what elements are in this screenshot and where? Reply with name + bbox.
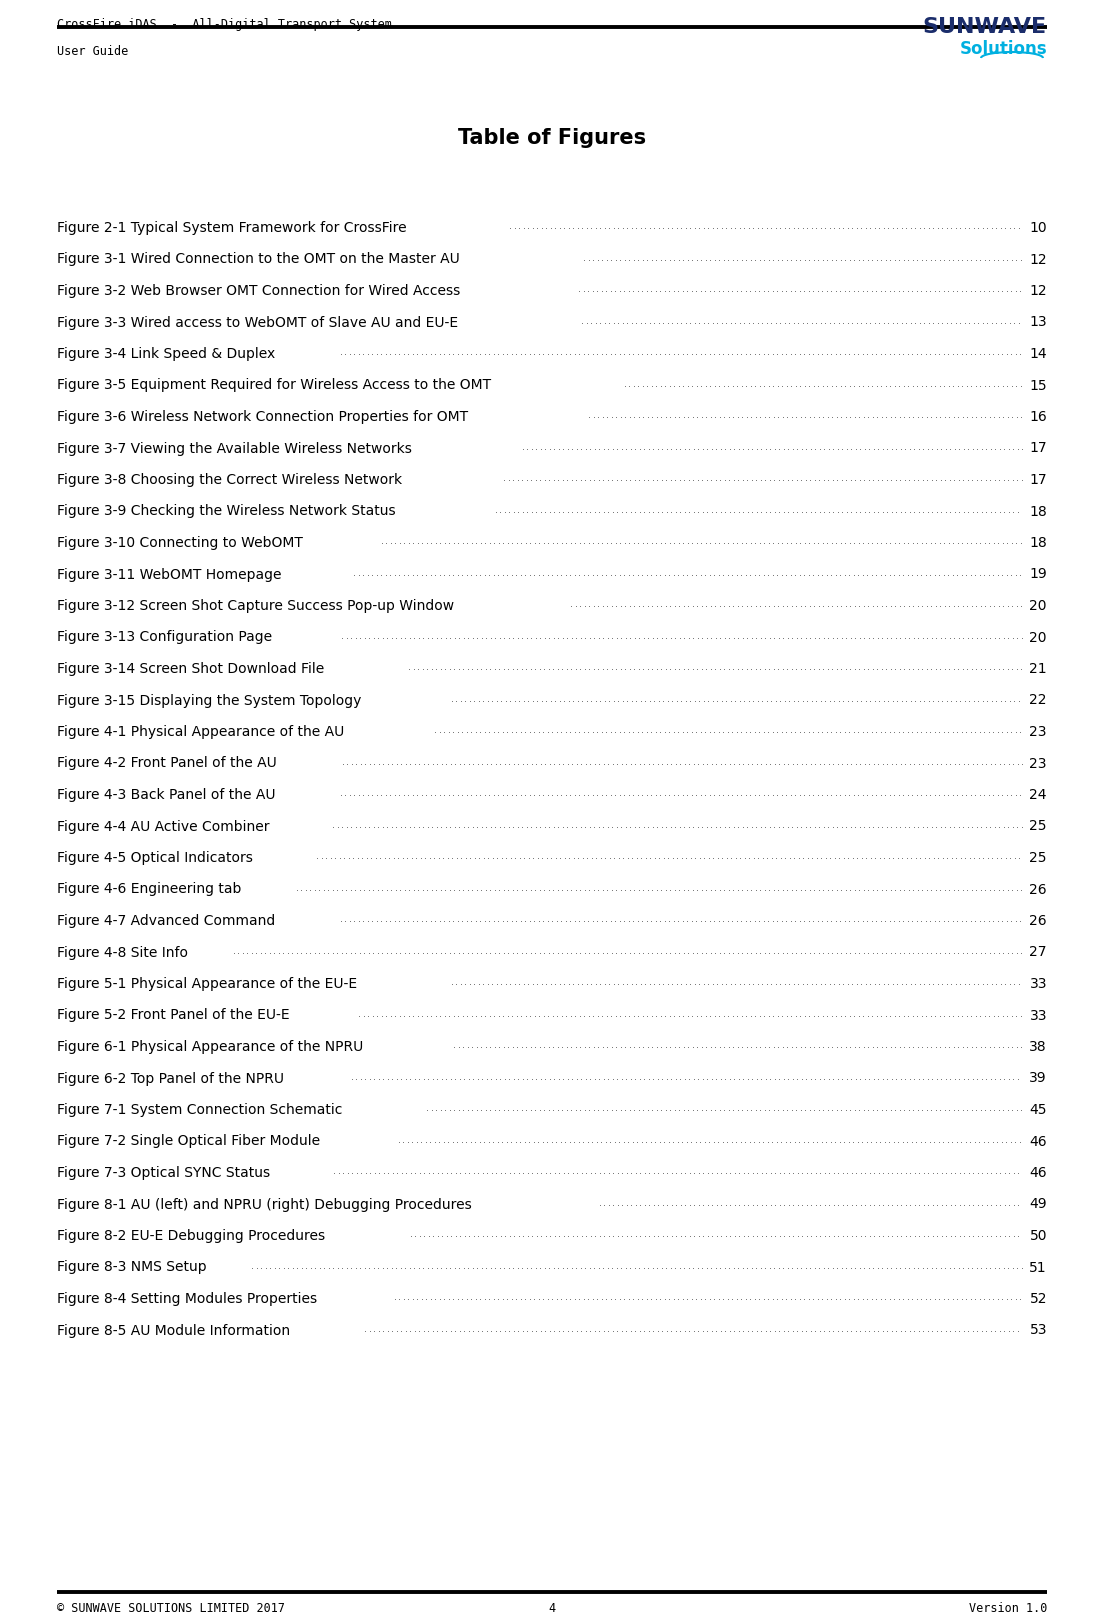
- Text: Figure 3-4 Link Speed & Duplex: Figure 3-4 Link Speed & Duplex: [57, 347, 275, 360]
- Text: 23: 23: [1030, 756, 1047, 771]
- Text: © SUNWAVE SOLUTIONS LIMITED 2017: © SUNWAVE SOLUTIONS LIMITED 2017: [57, 1602, 285, 1615]
- Text: 50: 50: [1030, 1229, 1047, 1243]
- Text: 27: 27: [1030, 946, 1047, 959]
- Text: 20: 20: [1030, 599, 1047, 613]
- Text: 26: 26: [1029, 914, 1047, 928]
- Text: 46: 46: [1029, 1165, 1047, 1180]
- Text: Figure 4-5 Optical Indicators: Figure 4-5 Optical Indicators: [57, 850, 257, 865]
- Text: Figure 5-2 Front Panel of the EU-E: Figure 5-2 Front Panel of the EU-E: [57, 1008, 289, 1022]
- Text: Figure 4-3 Back Panel of the AU: Figure 4-3 Back Panel of the AU: [57, 789, 276, 802]
- Text: 33: 33: [1030, 977, 1047, 992]
- Text: CrossFire iDAS  -  All-Digital Transport System: CrossFire iDAS - All-Digital Transport S…: [57, 18, 392, 31]
- Text: Figure 8-1 AU (left) and NPRU (right) Debugging Procedures: Figure 8-1 AU (left) and NPRU (right) De…: [57, 1198, 476, 1211]
- Text: 16: 16: [1029, 411, 1047, 424]
- Text: Figure 3-15 Displaying the System Topology: Figure 3-15 Displaying the System Topolo…: [57, 693, 361, 708]
- Text: 10: 10: [1029, 221, 1047, 235]
- Text: Table of Figures: Table of Figures: [458, 128, 646, 148]
- Text: Figure 7-3 Optical SYNC Status: Figure 7-3 Optical SYNC Status: [57, 1165, 270, 1180]
- Text: 53: 53: [1030, 1323, 1047, 1337]
- Text: Figure 3-14 Screen Shot Download File: Figure 3-14 Screen Shot Download File: [57, 662, 329, 677]
- Text: 25: 25: [1030, 850, 1047, 865]
- Text: 12: 12: [1029, 253, 1047, 266]
- Text: Figure 3-2 Web Browser OMT Connection for Wired Access: Figure 3-2 Web Browser OMT Connection fo…: [57, 284, 460, 299]
- Text: Figure 3-11 WebOMT Homepage: Figure 3-11 WebOMT Homepage: [57, 568, 286, 581]
- Text: 46: 46: [1029, 1134, 1047, 1149]
- Text: Figure 4-6 Engineering tab: Figure 4-6 Engineering tab: [57, 883, 242, 896]
- Text: 13: 13: [1029, 315, 1047, 329]
- Text: Figure 6-2 Top Panel of the NPRU: Figure 6-2 Top Panel of the NPRU: [57, 1071, 284, 1086]
- Text: Figure 4-8 Site Info: Figure 4-8 Site Info: [57, 946, 192, 959]
- Text: Figure 5-1 Physical Appearance of the EU-E: Figure 5-1 Physical Appearance of the EU…: [57, 977, 361, 992]
- Text: 38: 38: [1029, 1040, 1047, 1053]
- Text: 24: 24: [1030, 789, 1047, 802]
- Text: 39: 39: [1029, 1071, 1047, 1086]
- Text: Figure 6-1 Physical Appearance of the NPRU: Figure 6-1 Physical Appearance of the NP…: [57, 1040, 363, 1053]
- Text: Figure 4-4 AU Active Combiner: Figure 4-4 AU Active Combiner: [57, 820, 269, 834]
- Text: Figure 3-13 Configuration Page: Figure 3-13 Configuration Page: [57, 630, 276, 644]
- Text: Figure 2-1 Typical System Framework for CrossFire: Figure 2-1 Typical System Framework for …: [57, 221, 406, 235]
- Text: 21: 21: [1029, 662, 1047, 677]
- Text: 12: 12: [1029, 284, 1047, 299]
- Text: 23: 23: [1030, 725, 1047, 738]
- Text: 49: 49: [1029, 1198, 1047, 1211]
- Text: User Guide: User Guide: [57, 45, 128, 58]
- Text: Figure 8-3 NMS Setup: Figure 8-3 NMS Setup: [57, 1261, 206, 1274]
- Text: 14: 14: [1029, 347, 1047, 360]
- Text: Figure 3-1 Wired Connection to the OMT on the Master AU: Figure 3-1 Wired Connection to the OMT o…: [57, 253, 464, 266]
- Text: SUNWAVE: SUNWAVE: [923, 16, 1047, 37]
- Text: 18: 18: [1029, 505, 1047, 518]
- Text: 18: 18: [1029, 536, 1047, 550]
- Text: Figure 3-5 Equipment Required for Wireless Access to the OMT: Figure 3-5 Equipment Required for Wirele…: [57, 378, 496, 393]
- Text: 25: 25: [1030, 820, 1047, 834]
- Text: Figure 3-9 Checking the Wireless Network Status: Figure 3-9 Checking the Wireless Network…: [57, 505, 395, 518]
- Text: 20: 20: [1030, 630, 1047, 644]
- Text: Figure 3-12 Screen Shot Capture Success Pop-up Window: Figure 3-12 Screen Shot Capture Success …: [57, 599, 454, 613]
- Text: Figure 4-1 Physical Appearance of the AU: Figure 4-1 Physical Appearance of the AU: [57, 725, 349, 738]
- Text: 52: 52: [1030, 1292, 1047, 1307]
- Text: 45: 45: [1030, 1104, 1047, 1117]
- Text: Figure 3-6 Wireless Network Connection Properties for OMT: Figure 3-6 Wireless Network Connection P…: [57, 411, 468, 424]
- Text: Figure 3-8 Choosing the Correct Wireless Network: Figure 3-8 Choosing the Correct Wireless…: [57, 472, 402, 487]
- Text: 15: 15: [1029, 378, 1047, 393]
- Text: 26: 26: [1029, 883, 1047, 896]
- Text: Figure 4-7 Advanced Command: Figure 4-7 Advanced Command: [57, 914, 275, 928]
- Text: 22: 22: [1030, 693, 1047, 708]
- Text: 17: 17: [1029, 441, 1047, 456]
- Text: Solutions: Solutions: [959, 41, 1047, 58]
- Text: 19: 19: [1029, 568, 1047, 581]
- Text: Figure 8-4 Setting Modules Properties: Figure 8-4 Setting Modules Properties: [57, 1292, 317, 1307]
- Text: Figure 7-1 System Connection Schematic: Figure 7-1 System Connection Schematic: [57, 1104, 342, 1117]
- Text: 17: 17: [1029, 472, 1047, 487]
- Text: Figure 8-2 EU-E Debugging Procedures: Figure 8-2 EU-E Debugging Procedures: [57, 1229, 329, 1243]
- Text: Figure 7-2 Single Optical Fiber Module: Figure 7-2 Single Optical Fiber Module: [57, 1134, 320, 1149]
- Text: 33: 33: [1030, 1008, 1047, 1022]
- Text: Figure 3-3 Wired access to WebOMT of Slave AU and EU-E: Figure 3-3 Wired access to WebOMT of Sla…: [57, 315, 463, 329]
- Text: 4: 4: [549, 1602, 555, 1615]
- Text: Figure 8-5 AU Module Information: Figure 8-5 AU Module Information: [57, 1323, 295, 1337]
- Text: Figure 4-2 Front Panel of the AU: Figure 4-2 Front Panel of the AU: [57, 756, 277, 771]
- Text: Version 1.0: Version 1.0: [968, 1602, 1047, 1615]
- Text: Figure 3-10 Connecting to WebOMT: Figure 3-10 Connecting to WebOMT: [57, 536, 307, 550]
- Text: Figure 3-7 Viewing the Available Wireless Networks: Figure 3-7 Viewing the Available Wireles…: [57, 441, 416, 456]
- Text: 51: 51: [1029, 1261, 1047, 1274]
